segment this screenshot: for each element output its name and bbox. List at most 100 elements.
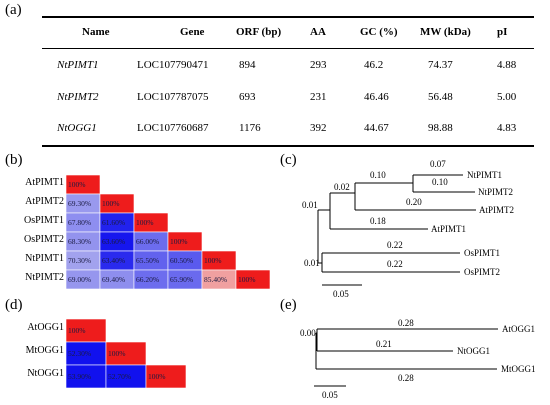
cell-mw: 74.37: [428, 59, 453, 71]
cell-mw: 56.48: [428, 91, 453, 103]
cell-aa: 293: [310, 59, 327, 71]
header-gene: Gene: [180, 26, 205, 38]
heatmap-d-row-labels: AtOGG1 MtOGG1 NtOGG1: [26, 322, 64, 379]
tree-leaf-label: AtPIMT1: [431, 224, 466, 234]
heatmap-b-cell-value: 100%: [136, 218, 154, 227]
tree-leaf-label: NtOGG1: [457, 346, 490, 356]
header-name: Name: [82, 26, 110, 38]
table-bottom-rule: [42, 145, 534, 147]
cell-orf: 1176: [239, 122, 261, 134]
cell-gc: 46.2: [364, 59, 384, 71]
cell-gc: 46.46: [364, 91, 389, 103]
panel-label-e: (e): [280, 297, 297, 313]
panel-label-a: (a): [5, 2, 22, 18]
header-gc: GC (%): [360, 26, 398, 38]
panel-label-d: (d): [5, 297, 23, 313]
cell-aa: 392: [310, 122, 327, 134]
heatmap-b-cell-value: 100%: [102, 199, 120, 208]
branch-length-label: 0.18: [370, 216, 386, 226]
tree-leaf-label: NtPIMT1: [467, 170, 502, 180]
cell-mw: 98.88: [428, 122, 453, 134]
heatmap-b-cell-value: 69.30%: [68, 199, 91, 208]
heatmap-row-label: NtPIMT2: [25, 272, 64, 283]
heatmap-b-cell-value: 69.40%: [102, 275, 125, 284]
cell-aa: 231: [310, 91, 327, 103]
heatmap-b-cell-value: 69.00%: [68, 275, 91, 284]
cell-gene: LOC107787075: [137, 91, 209, 103]
heatmap-d-cell: [145, 364, 187, 389]
heatmap-b-cell-value: 66.20%: [136, 275, 159, 284]
heatmap-b-row-labels: AtPIMT1 AtPIMT2 OsPIMT1 OsPIMT2 NtPIMT1 …: [24, 177, 64, 283]
branch-length-label: 0.00: [300, 328, 316, 338]
header-mw: MW (kDa): [420, 26, 471, 38]
branch-length-label: 0.20: [406, 197, 422, 207]
tree-c-text: NtPIMT1 NtPIMT2 AtPIMT2 AtPIMT1 OsPIMT1 …: [302, 159, 514, 299]
identity-heatmap-pimt: 100% 69.30% 100% 67.80% 61.60% 100% 68.30% 63.6…: [24, 174, 271, 290]
heatmap-row-label: AtPIMT1: [25, 177, 64, 188]
heatmap-d-cell-value: 100%: [108, 349, 126, 358]
branch-length-label: 0.28: [398, 373, 414, 383]
heatmap-b-cell-value: 65.50%: [136, 256, 159, 265]
scale-bar-label: 0.05: [322, 390, 338, 400]
heatmap-b-cell-value: 100%: [238, 275, 256, 284]
branch-length-label: 0.02: [334, 182, 350, 192]
heatmap-d-cell-value: 53.90%: [68, 372, 91, 381]
heatmap-row-label: AtPIMT2: [25, 196, 64, 207]
heatmap-b-cell-value: 68.30%: [68, 237, 91, 246]
branch-length-label: 0.01: [302, 200, 318, 210]
cell-orf: 894: [239, 59, 256, 71]
heatmap-d-cell-value: 52.70%: [108, 372, 131, 381]
tree-leaf-label: OsPIMT2: [464, 267, 500, 277]
heatmap-d-cell-value: 52.30%: [68, 349, 91, 358]
cell-name: NtOGG1: [57, 122, 97, 134]
branch-length-label: 0.10: [432, 177, 448, 187]
cell-name: NtPIMT2: [57, 91, 99, 103]
panel-label-c: (c): [280, 152, 297, 168]
heatmap-b-cell-value: 61.60%: [102, 218, 125, 227]
cell-pi: 4.83: [497, 122, 517, 134]
heatmap-b-cell-value: 63.60%: [102, 237, 125, 246]
heatmap-b-cell-value: 60.50%: [170, 256, 193, 265]
heatmap-b-cell-value: 67.80%: [68, 218, 91, 227]
identity-heatmap-ogg: 100% 52.30% 100% 53.90% 52.70% 100% AtOGG1 Mt…: [26, 318, 187, 389]
scale-bar-label: 0.05: [333, 289, 349, 299]
branch-length-label: 0.10: [370, 170, 386, 180]
header-aa: AA: [310, 26, 326, 38]
branch-length-label: 0.07: [430, 159, 446, 169]
panel-label-b: (b): [5, 152, 23, 168]
heatmap-b-cell-value: 85.40%: [204, 275, 227, 284]
branch-length-label: 0.01: [304, 258, 320, 268]
tree-leaf-label: AtPIMT2: [479, 205, 514, 215]
heatmap-row-label: MtOGG1: [26, 345, 64, 356]
branch-length-label: 0.28: [398, 318, 414, 328]
heatmap-b-cell-value: 66.00%: [136, 237, 159, 246]
cell-pi: 4.88: [497, 59, 517, 71]
tree-leaf-label: OsPIMT1: [464, 248, 500, 258]
table-top-rule: [42, 16, 534, 18]
heatmap-b-cells: 100% 69.30% 100% 67.80% 61.60% 100% 68.30% 63.6…: [65, 174, 271, 290]
branch-length-label: 0.21: [376, 339, 392, 349]
header-orf: ORF (bp): [236, 26, 282, 38]
cell-pi: 5.00: [497, 91, 517, 103]
heatmap-b-cell-value: 70.30%: [68, 256, 91, 265]
cell-name: NtPIMT1: [57, 59, 99, 71]
tree-leaf-label: MtOGG1: [501, 364, 536, 374]
table-header-rule: [42, 48, 534, 49]
heatmap-b-cell: [235, 269, 271, 290]
heatmap-b-cell-value: 65.90%: [170, 275, 193, 284]
heatmap-b-cell-value: 63.40%: [102, 256, 125, 265]
cell-orf: 693: [239, 91, 256, 103]
heatmap-d-cells: 100% 52.30% 100% 53.90% 52.70% 100%: [65, 318, 187, 389]
heatmap-b-cell-value: 100%: [204, 256, 222, 265]
heatmap-row-label: OsPIMT2: [24, 234, 64, 245]
cell-gene: LOC107790471: [137, 59, 209, 71]
tree-leaf-label: AtOGG1: [502, 324, 535, 334]
heatmap-row-label: NtPIMT1: [25, 253, 64, 264]
heatmap-d-cell-value: 100%: [148, 372, 166, 381]
phylogenetic-tree-pimt: [317, 174, 476, 286]
heatmap-row-label: OsPIMT1: [24, 215, 64, 226]
tree-leaf-label: NtPIMT2: [478, 187, 513, 197]
branch-length-label: 0.22: [387, 240, 403, 250]
phylogenetic-tree-ogg: [314, 328, 498, 387]
